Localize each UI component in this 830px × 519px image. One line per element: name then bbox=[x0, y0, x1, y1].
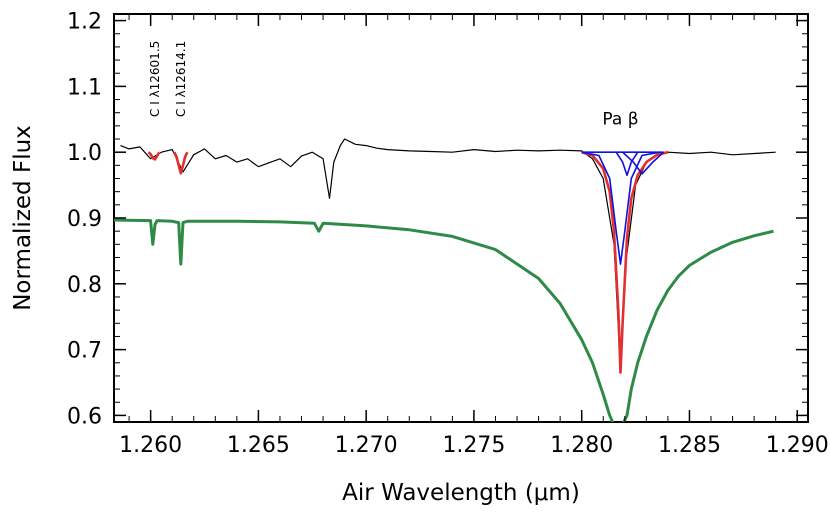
x-tick-label: 1.270 bbox=[335, 433, 398, 458]
series-layer bbox=[114, 138, 776, 422]
series-components-line-0 bbox=[581, 151, 660, 265]
y-tick-label: 1.2 bbox=[67, 10, 102, 35]
y-tick-label: 1.1 bbox=[67, 75, 102, 100]
y-axis: 0.6 0.7 0.8 0.9 1.0 1.1 1.2 bbox=[67, 10, 808, 429]
x-tick-label: 1.260 bbox=[119, 433, 182, 458]
y-tick-label: 1.0 bbox=[67, 141, 102, 166]
series-fit-line-0 bbox=[147, 151, 161, 161]
y-tick-label: 0.8 bbox=[67, 273, 102, 298]
x-tick-label: 1.290 bbox=[766, 433, 829, 458]
pa-beta-label: Pa β bbox=[602, 109, 638, 129]
annotations: C I λ12601.5 C I λ12614.1 Pa β bbox=[148, 41, 639, 130]
series-observed-line-0 bbox=[120, 138, 776, 370]
y-tick-label: 0.6 bbox=[67, 404, 102, 429]
x-axis-label: Air Wavelength (μm) bbox=[342, 480, 580, 506]
series-fit-line-2 bbox=[581, 150, 669, 374]
series-model-line-0 bbox=[114, 218, 774, 422]
y-tick-label: 0.7 bbox=[67, 339, 102, 364]
x-axis: 1.260 1.265 1.270 1.275 1.280 1.285 1.290 bbox=[119, 14, 829, 458]
x-tick-label: 1.285 bbox=[658, 433, 721, 458]
line-label-1: C I λ12614.1 bbox=[174, 41, 188, 117]
series-components-line-2 bbox=[622, 151, 665, 175]
y-axis-label: Normalized Flux bbox=[10, 125, 36, 311]
plot-frame bbox=[113, 13, 809, 423]
x-tick-label: 1.265 bbox=[227, 433, 290, 458]
x-tick-label: 1.275 bbox=[442, 433, 505, 458]
series-fit-line-1 bbox=[173, 151, 189, 175]
x-tick-label: 1.280 bbox=[550, 433, 613, 458]
series-components-line-1 bbox=[615, 151, 639, 176]
line-label-0: C I λ12601.5 bbox=[148, 41, 162, 117]
y-tick-label: 0.9 bbox=[67, 207, 102, 232]
